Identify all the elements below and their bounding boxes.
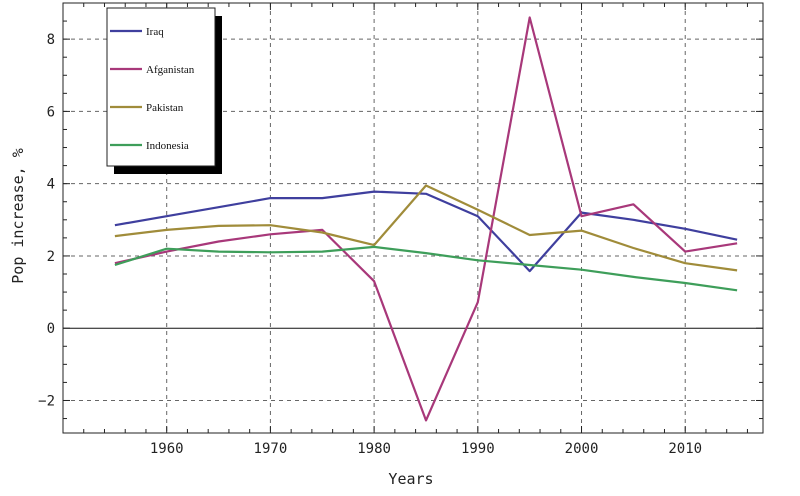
y-axis-title: Pop increase, % (9, 148, 27, 283)
legend: Iraq Afganistan Pakistan Indonesia (106, 7, 222, 174)
x-tick-label: 2000 (565, 441, 599, 457)
x-axis-title: Years (388, 470, 433, 488)
x-tick-label: 2010 (668, 441, 702, 457)
y-tick-label: 2 (47, 249, 55, 265)
plot-border (62, 2, 764, 434)
y-tick-label: −2 (38, 393, 55, 409)
legend-label-afganistan: Afganistan (146, 64, 195, 76)
y-tick-label: 0 (47, 321, 55, 337)
tick-labels: 1960 1970 1980 1990 2000 2010 −2 0 2 4 6 8 (38, 32, 702, 457)
legend-label-iraq: Iraq (146, 26, 164, 38)
x-tick-label: 1980 (357, 441, 391, 457)
x-tick-label: 1960 (150, 441, 184, 457)
series-line-afganistan (114, 16, 738, 422)
series-line-iraq (114, 190, 738, 273)
series-lines (114, 16, 738, 422)
y-tick-label: 6 (47, 104, 55, 120)
x-tick-label: 1970 (254, 441, 288, 457)
y-tick-label: 4 (47, 177, 55, 193)
y-tick-label: 8 (47, 32, 55, 48)
legend-box (106, 7, 216, 167)
legend-label-indonesia: Indonesia (146, 140, 189, 152)
plot-frame (62, 2, 764, 434)
series-line-indonesia (114, 245, 738, 292)
series-line-pakistan (114, 184, 738, 272)
x-tick-label: 1990 (461, 441, 495, 457)
legend-label-pakistan: Pakistan (146, 102, 184, 114)
